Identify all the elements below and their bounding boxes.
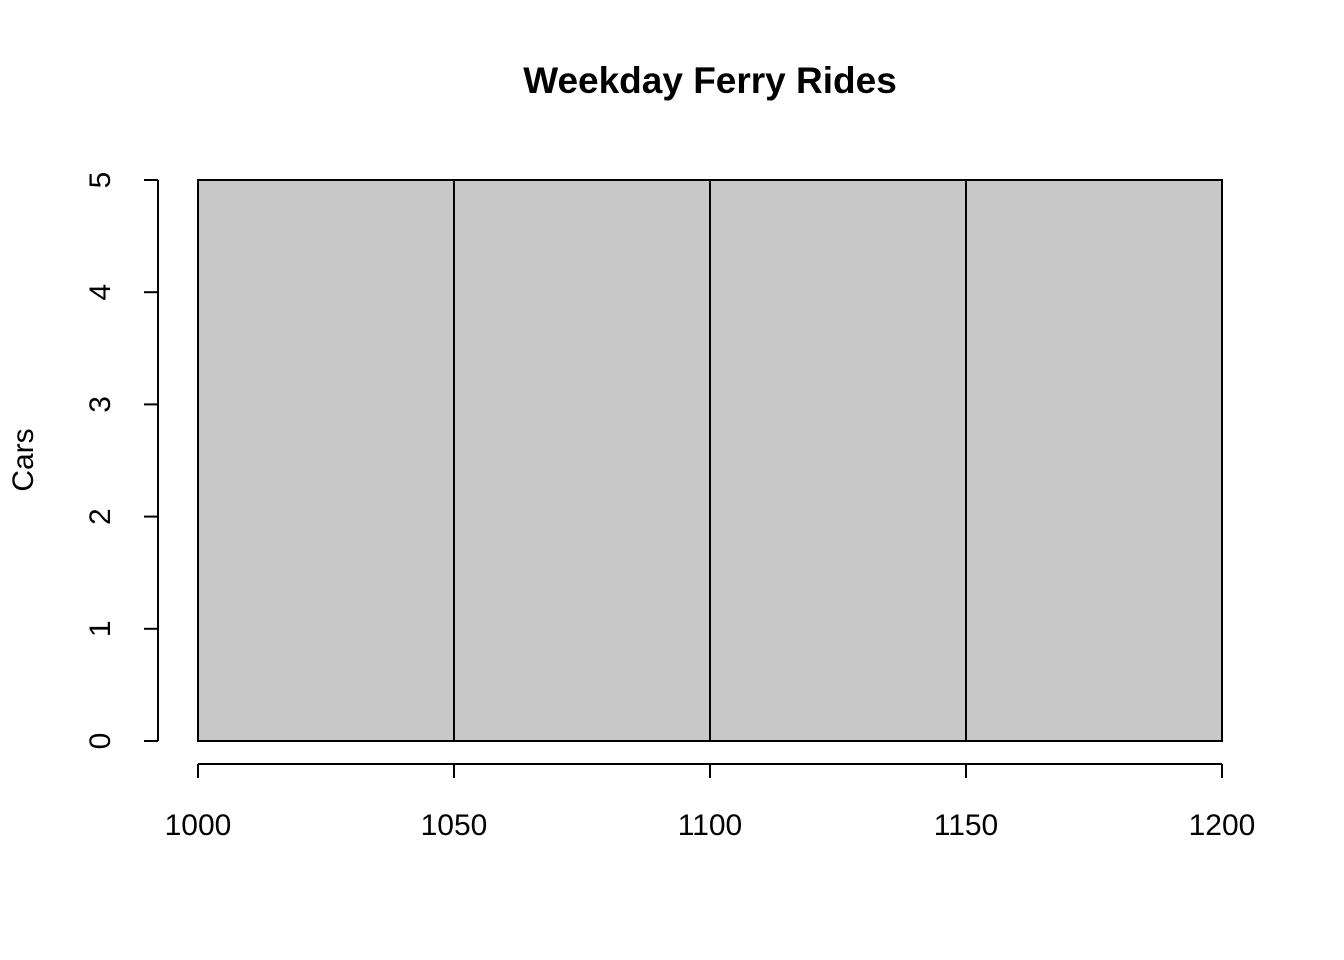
- y-axis-label: Cars: [7, 428, 40, 491]
- y-tick-label-2: 2: [84, 508, 117, 525]
- bars-group: [197, 179, 1223, 742]
- x-tick-label-1: 1050: [421, 809, 488, 842]
- y-tick-label-1: 1: [84, 620, 117, 637]
- x-tick-label-3: 1150: [934, 809, 999, 842]
- x-axis: 1000 1050 1100 1150 1200: [165, 763, 1256, 842]
- bar-2: [453, 179, 711, 742]
- x-tick-label-2: 1100: [678, 809, 743, 842]
- y-axis: 0 1 2 3 4 5: [84, 172, 159, 750]
- x-tick-label-0: 1000: [165, 809, 232, 842]
- bar-4: [965, 179, 1223, 742]
- y-tick-label-4: 4: [84, 284, 117, 301]
- chart-title: Weekday Ferry Rides: [523, 60, 897, 101]
- x-tick-label-4: 1200: [1189, 809, 1256, 842]
- bar-3: [709, 179, 967, 742]
- y-tick-label-3: 3: [84, 396, 117, 413]
- y-tick-label-0: 0: [84, 733, 117, 750]
- bar-1: [197, 179, 455, 742]
- y-tick-label-5: 5: [84, 172, 117, 189]
